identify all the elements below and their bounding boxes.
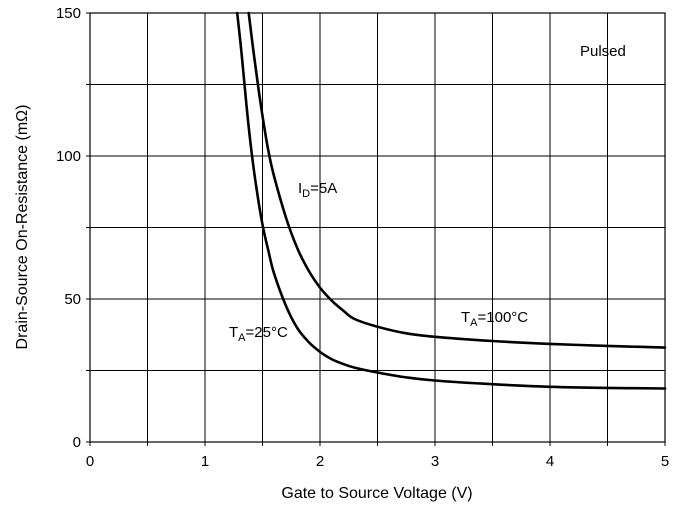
- y-tick-label: 150: [56, 5, 81, 22]
- id-annotation: ID=5A: [298, 180, 337, 200]
- x-tick-label: 5: [661, 453, 669, 470]
- series-line: [235, 11, 667, 390]
- y-tick-label: 100: [56, 148, 81, 165]
- pulsed-annotation: Pulsed: [580, 43, 626, 60]
- ta-100c-annotation: TA=100°C: [461, 309, 528, 329]
- x-tick-label: 2: [316, 453, 324, 470]
- ta-25c-annotation: TA=25°C: [229, 324, 288, 344]
- y-tick-label: 0: [73, 434, 81, 451]
- series-lines: [235, 11, 667, 390]
- x-axis-title: Gate to Source Voltage (V): [281, 485, 472, 502]
- x-tick-label: 1: [201, 453, 209, 470]
- y-axis-title: Drain-Source On-Resistance (mΩ): [14, 105, 31, 350]
- y-tick-label: 50: [64, 291, 81, 308]
- series-line: [247, 11, 667, 349]
- x-tick-label: 4: [546, 453, 554, 470]
- x-tick-label: 3: [431, 453, 439, 470]
- grid: [86, 12, 666, 446]
- x-tick-label: 0: [86, 453, 94, 470]
